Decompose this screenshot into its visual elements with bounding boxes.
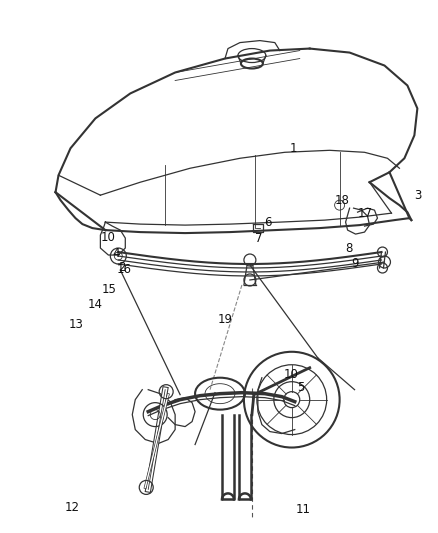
Text: 15: 15 xyxy=(101,284,116,296)
Text: 1: 1 xyxy=(290,142,297,155)
Text: 2: 2 xyxy=(118,262,126,274)
Text: 12: 12 xyxy=(64,501,79,514)
Text: 11: 11 xyxy=(296,503,311,516)
Text: 6: 6 xyxy=(264,216,272,229)
Text: 19: 19 xyxy=(218,313,233,326)
Text: 13: 13 xyxy=(68,318,83,332)
Text: 8: 8 xyxy=(346,241,353,255)
Text: 9: 9 xyxy=(352,256,359,270)
Text: 5: 5 xyxy=(297,381,304,394)
Text: 16: 16 xyxy=(117,263,131,277)
Text: 10: 10 xyxy=(100,231,115,244)
Text: 10: 10 xyxy=(284,368,299,381)
Text: 14: 14 xyxy=(88,298,102,311)
Text: 7: 7 xyxy=(255,231,262,245)
Text: 18: 18 xyxy=(335,193,350,207)
Text: 3: 3 xyxy=(414,189,422,201)
Text: 17: 17 xyxy=(357,207,373,220)
Text: 4: 4 xyxy=(112,247,120,260)
